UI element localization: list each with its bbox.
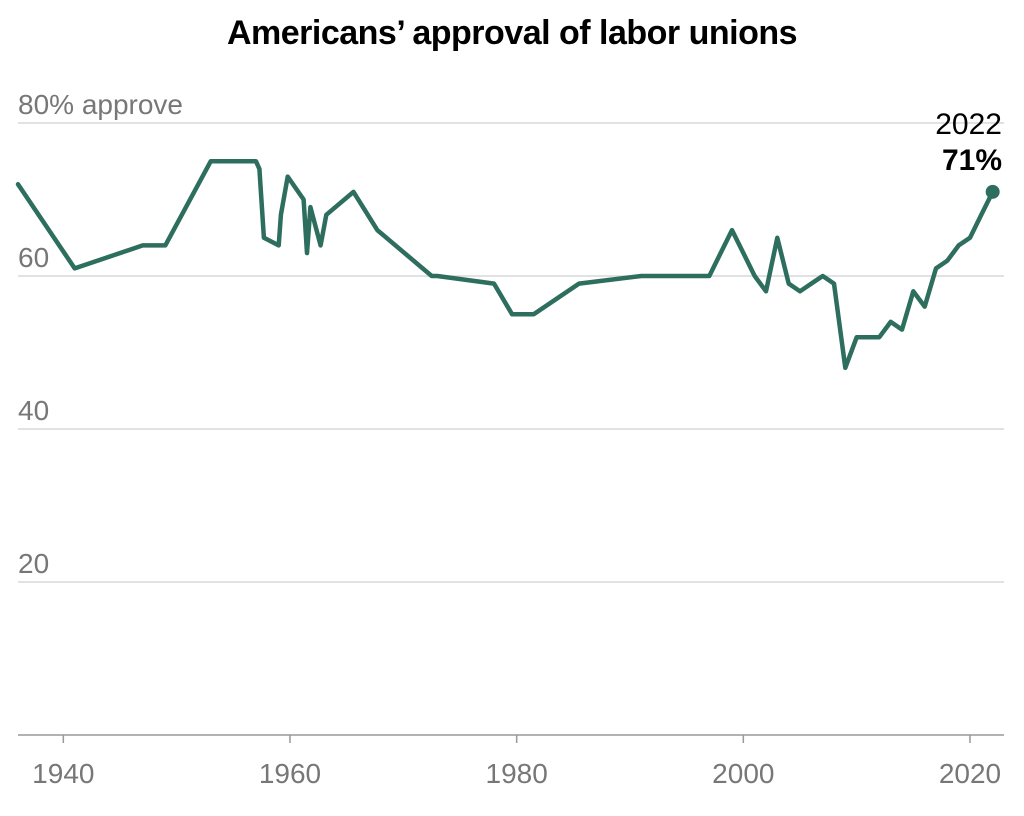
grid-lines <box>18 122 1004 583</box>
x-tick-label-2020: 2020 <box>939 758 1001 789</box>
end-point-marker <box>985 184 1000 199</box>
y-tick-label-60: 60 <box>18 242 49 273</box>
x-axis: 1940 1960 1980 2000 2020 <box>18 734 1004 789</box>
y-tick-label-40: 40 <box>18 395 49 426</box>
y-tick-label-20: 20 <box>18 548 49 579</box>
y-tick-label-80: 80% approve <box>18 89 183 120</box>
end-annotation-value: 71% <box>942 144 1002 177</box>
series-group <box>15 159 1000 371</box>
end-annotation: 2022 71% <box>935 108 1002 177</box>
x-tick-label-1980: 1980 <box>486 758 548 789</box>
x-tick-label-2000: 2000 <box>712 758 774 789</box>
chart-title: Americans’ approval of labor unions <box>226 14 798 52</box>
x-tick-label-1940: 1940 <box>32 758 94 789</box>
approval-line <box>15 159 995 371</box>
x-tick-label-1960: 1960 <box>259 758 321 789</box>
end-annotation-year: 2022 <box>935 108 1002 141</box>
y-axis-labels: 80% approve 60 40 20 <box>18 89 183 579</box>
